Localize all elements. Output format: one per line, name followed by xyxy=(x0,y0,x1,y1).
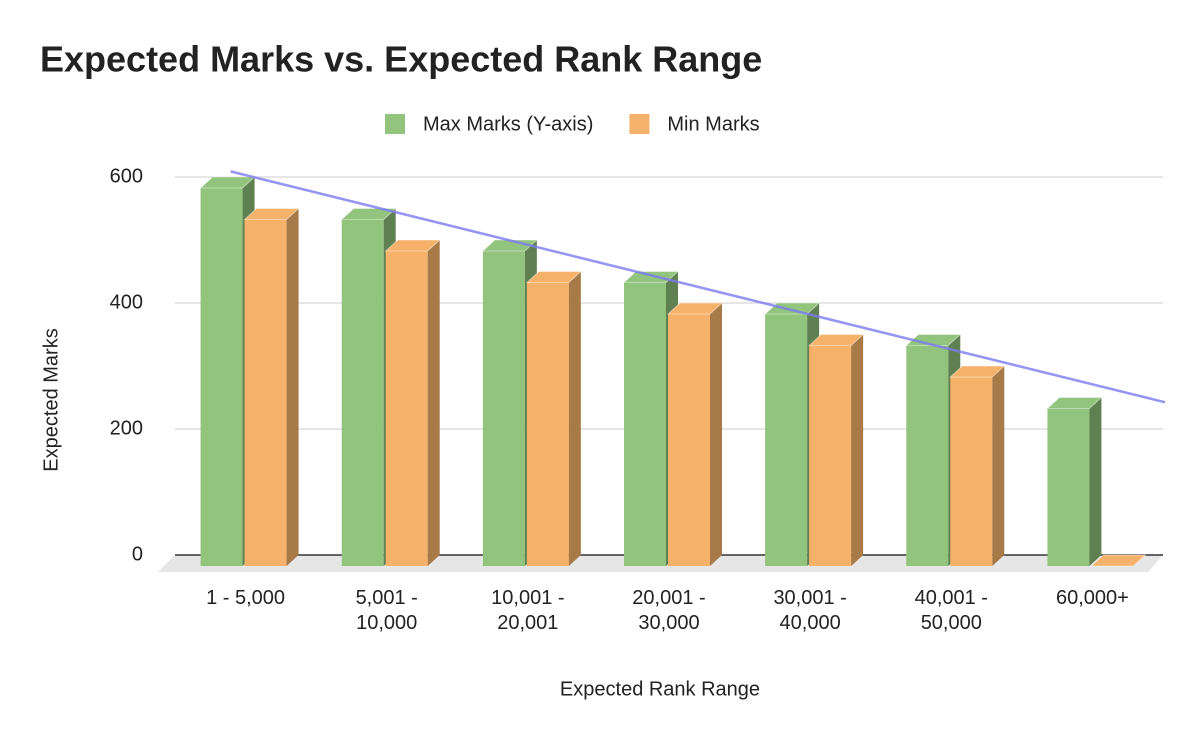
y-tick-label: 0 xyxy=(132,543,143,565)
bar-front xyxy=(526,282,569,566)
y-axis-label: Expected Marks xyxy=(40,328,62,471)
bar-front xyxy=(200,188,243,566)
bar-top xyxy=(1046,397,1103,409)
bar-front xyxy=(341,219,384,566)
x-tick-label: 60,000+ xyxy=(1055,587,1129,609)
bar-side xyxy=(1089,397,1102,566)
legend-swatch xyxy=(629,114,650,134)
bar-top xyxy=(949,365,1006,378)
bar-top xyxy=(384,239,441,252)
x-tick-label: 10,001 - 20,001 xyxy=(491,587,565,634)
x-tick-label: 1 - 5,000 xyxy=(206,587,286,609)
y-tick-label: 600 xyxy=(110,165,143,187)
chart-title: Expected Marks vs. Expected Rank Range xyxy=(40,39,762,80)
legend-label: Max Marks (Y-axis) xyxy=(423,113,593,135)
bar-front xyxy=(906,345,949,566)
x-tick-label: 5,001 - 10,000 xyxy=(355,587,418,634)
bar-top xyxy=(525,271,583,283)
y-tick-label: 400 xyxy=(110,291,143,313)
bar-front xyxy=(765,314,808,566)
bar-top xyxy=(807,334,865,346)
legend-swatch xyxy=(385,114,405,134)
legend-label: Min Marks xyxy=(667,113,759,135)
bar-side xyxy=(568,271,581,566)
bar-front xyxy=(482,251,525,566)
bar-top xyxy=(1090,554,1147,567)
bar-side xyxy=(286,208,299,566)
bar-front xyxy=(809,345,852,566)
bar-front xyxy=(624,282,666,566)
x-tick-label: 20,001 - 30,000 xyxy=(632,587,706,634)
x-tick-label: 40,001 - 50,000 xyxy=(914,587,988,634)
bar-side xyxy=(427,240,440,566)
x-tick-label: 30,001 - 40,000 xyxy=(773,587,847,634)
x-axis-label: Expected Rank Range xyxy=(560,678,760,700)
bar-front xyxy=(385,251,428,566)
bar-side xyxy=(710,303,722,566)
bar-front xyxy=(1047,408,1090,566)
bar-top xyxy=(340,208,397,220)
y-tick-label: 200 xyxy=(110,417,143,439)
trendline xyxy=(230,170,1165,404)
bar-top xyxy=(243,208,300,220)
bar-front xyxy=(668,314,710,566)
bar-top xyxy=(666,302,724,315)
bar-side xyxy=(992,366,1005,566)
bar-side xyxy=(851,334,864,566)
bar-front xyxy=(244,219,287,566)
bar-front xyxy=(950,377,993,566)
